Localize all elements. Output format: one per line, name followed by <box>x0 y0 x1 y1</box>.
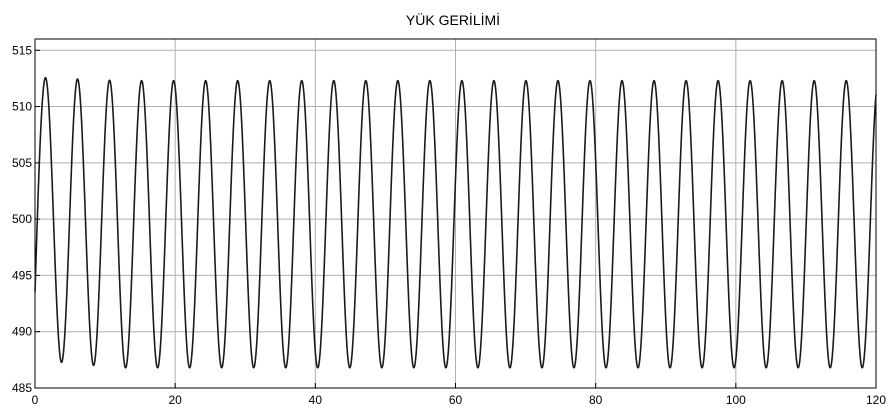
x-tick-label: 80 <box>589 393 603 407</box>
series-layer <box>34 76 877 369</box>
x-tick-label: 0 <box>32 393 39 407</box>
y-tick-label: 505 <box>12 156 32 170</box>
series-line <box>34 76 877 369</box>
x-tick-label: 100 <box>726 393 746 407</box>
x-tick-label: 20 <box>168 393 182 407</box>
y-tick-label: 500 <box>12 212 32 226</box>
y-tick-label: 490 <box>12 325 32 339</box>
y-tick-label: 495 <box>12 268 32 282</box>
chart-title: YÜK GERİLİMİ <box>406 11 500 28</box>
x-tick-label: 60 <box>449 393 463 407</box>
y-tick-label: 485 <box>12 381 32 395</box>
y-tick-label: 510 <box>12 100 32 114</box>
y-tick-label: 515 <box>12 43 32 57</box>
x-tick-label: 40 <box>309 393 323 407</box>
axis-ticks: 0 20 40 60 80 100 120 485 490 495 500 505 510 515 <box>12 43 886 407</box>
x-tick-label: 120 <box>866 393 886 407</box>
